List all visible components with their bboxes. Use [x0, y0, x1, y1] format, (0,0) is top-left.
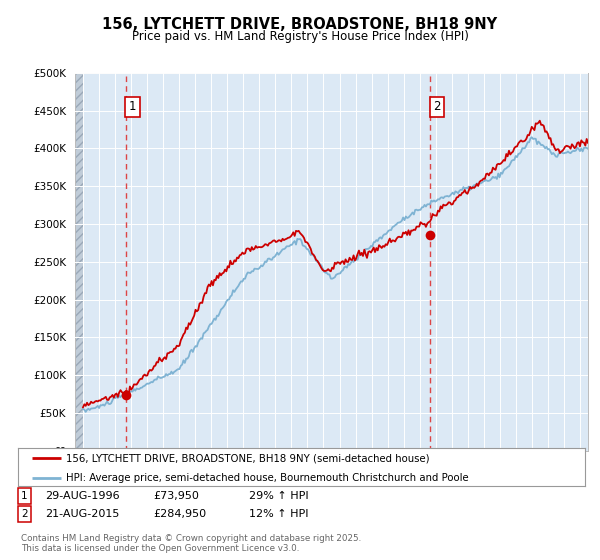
Text: 156, LYTCHETT DRIVE, BROADSTONE, BH18 9NY (semi-detached house): 156, LYTCHETT DRIVE, BROADSTONE, BH18 9N… [66, 453, 430, 463]
Text: Contains HM Land Registry data © Crown copyright and database right 2025.
This d: Contains HM Land Registry data © Crown c… [21, 534, 361, 553]
Text: £284,950: £284,950 [153, 509, 206, 519]
Text: 12% ↑ HPI: 12% ↑ HPI [249, 509, 308, 519]
Bar [75, 73, 83, 451]
Text: £73,950: £73,950 [153, 491, 199, 501]
Text: Price paid vs. HM Land Registry's House Price Index (HPI): Price paid vs. HM Land Registry's House … [131, 30, 469, 44]
Text: 156, LYTCHETT DRIVE, BROADSTONE, BH18 9NY: 156, LYTCHETT DRIVE, BROADSTONE, BH18 9N… [103, 17, 497, 32]
Text: 21-AUG-2015: 21-AUG-2015 [45, 509, 119, 519]
Text: 29% ↑ HPI: 29% ↑ HPI [249, 491, 308, 501]
Text: 2: 2 [21, 509, 28, 519]
Text: 2: 2 [433, 100, 440, 113]
Text: 29-AUG-1996: 29-AUG-1996 [45, 491, 119, 501]
Text: 1: 1 [129, 100, 136, 113]
Text: 1: 1 [21, 491, 28, 501]
Text: HPI: Average price, semi-detached house, Bournemouth Christchurch and Poole: HPI: Average price, semi-detached house,… [66, 473, 469, 483]
